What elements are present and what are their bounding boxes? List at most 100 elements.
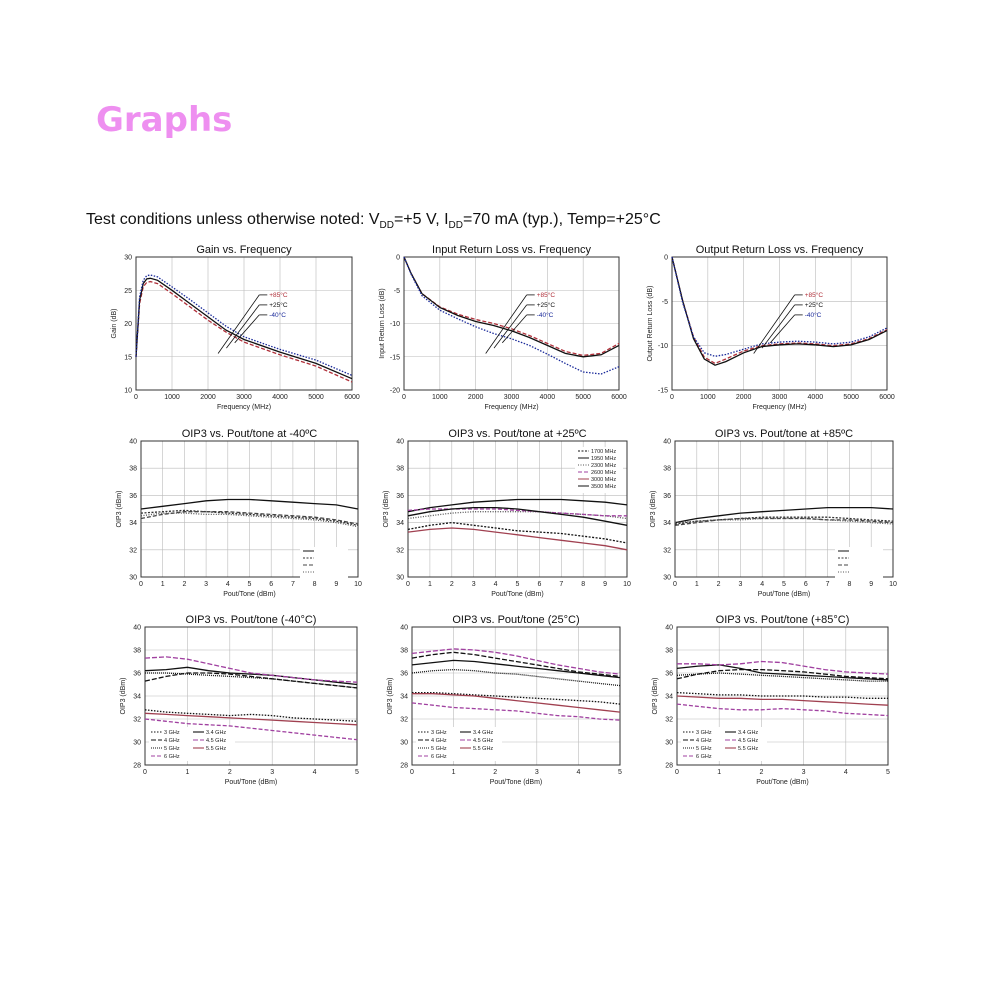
y-tick-label: 28 bbox=[665, 763, 673, 770]
legend-label: 6 GHz bbox=[431, 754, 447, 760]
x-tick-label: 5 bbox=[516, 581, 520, 588]
x-tick-label: 3000 bbox=[236, 394, 252, 401]
legend-label: 5.5 GHz bbox=[738, 746, 758, 752]
legend-label: 3000 MHz bbox=[591, 477, 616, 483]
y-axis-label: Output Return Loss (dB) bbox=[647, 286, 654, 362]
x-tick-label: 6 bbox=[537, 581, 541, 588]
plot-frame bbox=[407, 440, 628, 578]
conditions-pre: Test conditions unless otherwise noted: … bbox=[86, 211, 380, 228]
x-tick-label: 4000 bbox=[808, 394, 824, 401]
legend-label: +85°C bbox=[537, 291, 556, 299]
x-tick-label: 2000 bbox=[200, 394, 216, 401]
series-line-1 bbox=[144, 709, 358, 722]
legend-label: 3.4 GHz bbox=[738, 730, 758, 736]
x-tick-label: 4 bbox=[494, 581, 498, 588]
series-line-7 bbox=[411, 702, 621, 721]
y-tick-label: 15 bbox=[124, 354, 132, 361]
chart-title: OIP3 vs. Pout/tone at +25ºC bbox=[448, 428, 586, 440]
chart-title: OIP3 vs. Pout/tone (25°C) bbox=[452, 614, 579, 626]
series-line-5 bbox=[145, 672, 358, 689]
legend-leader-line bbox=[501, 314, 528, 344]
x-axis-label: Frequency (MHz) bbox=[752, 404, 806, 411]
legend-label: 4 GHz bbox=[696, 738, 712, 744]
legend-leader-line bbox=[234, 314, 260, 344]
series-line-5 bbox=[411, 668, 621, 687]
legend-label: 3 GHz bbox=[696, 730, 712, 736]
x-tick-label: 1000 bbox=[432, 394, 448, 401]
series-line-2 bbox=[671, 256, 888, 366]
y-tick-label: 30 bbox=[124, 255, 132, 262]
legend-label: +25°C bbox=[537, 301, 556, 309]
legend-label: 4 GHz bbox=[431, 738, 447, 744]
y-tick-label: 32 bbox=[663, 547, 671, 554]
x-tick-label: 4 bbox=[226, 581, 230, 588]
y-tick-label: 38 bbox=[663, 466, 671, 473]
y-tick-label: -5 bbox=[662, 299, 668, 306]
series-line-6 bbox=[144, 712, 358, 726]
y-tick-label: 36 bbox=[663, 493, 671, 500]
legend-label: 3 GHz bbox=[164, 730, 180, 736]
chart-8: OIP3 vs. Pout/tone (25°C)0 1 2 3 4 5283032343… bbox=[387, 614, 622, 786]
y-tick-label: 0 bbox=[664, 255, 668, 262]
plot-frame bbox=[144, 626, 358, 766]
legend-label: 2600 MHz bbox=[591, 470, 616, 476]
y-tick-label: 38 bbox=[396, 466, 404, 473]
series-line-6 bbox=[412, 693, 621, 713]
legend-leader-line bbox=[761, 304, 796, 349]
legend-label: 3500 MHz bbox=[591, 484, 616, 490]
series-line-2 bbox=[403, 256, 620, 358]
x-tick-label: 2000 bbox=[736, 394, 752, 401]
x-tick-label: 5 bbox=[248, 581, 252, 588]
y-tick-label: 34 bbox=[396, 520, 404, 527]
series-line-5 bbox=[676, 672, 888, 682]
legend-label: 1700 MHz bbox=[591, 449, 616, 455]
y-tick-label: 40 bbox=[129, 439, 137, 446]
series-line-1 bbox=[135, 280, 353, 383]
x-tick-label: 4000 bbox=[540, 394, 556, 401]
chart-9: OIP3 vs. Pout/tone (+85°C)0 1 2 3 4 528303234… bbox=[652, 614, 890, 786]
x-tick-label: 0 bbox=[410, 769, 414, 776]
x-tick-label: 2 bbox=[493, 769, 497, 776]
series-line-4 bbox=[407, 508, 627, 517]
y-tick-label: 30 bbox=[129, 575, 137, 582]
legend-label: +25°C bbox=[805, 301, 824, 309]
legend-label: -40°C bbox=[537, 311, 554, 319]
x-axis-label: Frequency (MHz) bbox=[217, 404, 271, 411]
y-axis-label: OIP3 (dBm) bbox=[650, 491, 657, 528]
x-tick-label: 3 bbox=[802, 769, 806, 776]
x-tick-label: 8 bbox=[313, 581, 317, 588]
legend-leader-line bbox=[226, 304, 260, 349]
y-tick-label: -10 bbox=[658, 343, 668, 350]
y-tick-label: 32 bbox=[133, 717, 141, 724]
chart-title: Input Return Loss vs. Frequency bbox=[432, 244, 591, 256]
x-tick-label: 0 bbox=[134, 394, 138, 401]
chart-title: OIP3 vs. Pout/tone at -40ºC bbox=[182, 428, 318, 440]
x-tick-label: 2 bbox=[228, 769, 232, 776]
x-tick-label: 0 bbox=[673, 581, 677, 588]
x-axis-label: Pout/Tone (dBm) bbox=[490, 779, 543, 786]
legend-label: 5.5 GHz bbox=[206, 746, 226, 752]
y-tick-label: -20 bbox=[390, 388, 400, 395]
legend-box bbox=[416, 727, 502, 761]
series-line-1 bbox=[407, 521, 628, 544]
legend-leader-line bbox=[753, 294, 796, 354]
x-tick-label: 1 bbox=[717, 769, 721, 776]
x-tick-label: 2 bbox=[182, 581, 186, 588]
x-tick-label: 0 bbox=[406, 581, 410, 588]
x-tick-label: 10 bbox=[623, 581, 631, 588]
x-tick-label: 1 bbox=[452, 769, 456, 776]
legend-label: 4.5 GHz bbox=[738, 738, 758, 744]
x-tick-label: 4 bbox=[844, 769, 848, 776]
x-tick-label: 7 bbox=[559, 581, 563, 588]
x-axis-label: Pout/Tone (dBm) bbox=[491, 591, 544, 598]
legend-label: 5 GHz bbox=[164, 746, 180, 752]
x-tick-label: 3000 bbox=[504, 394, 520, 401]
legend-label: 4.5 GHz bbox=[473, 738, 493, 744]
plot-frame bbox=[411, 626, 621, 766]
y-tick-label: 34 bbox=[663, 520, 671, 527]
y-tick-label: -15 bbox=[658, 388, 668, 395]
y-tick-label: 30 bbox=[665, 740, 673, 747]
x-tick-label: 7 bbox=[826, 581, 830, 588]
